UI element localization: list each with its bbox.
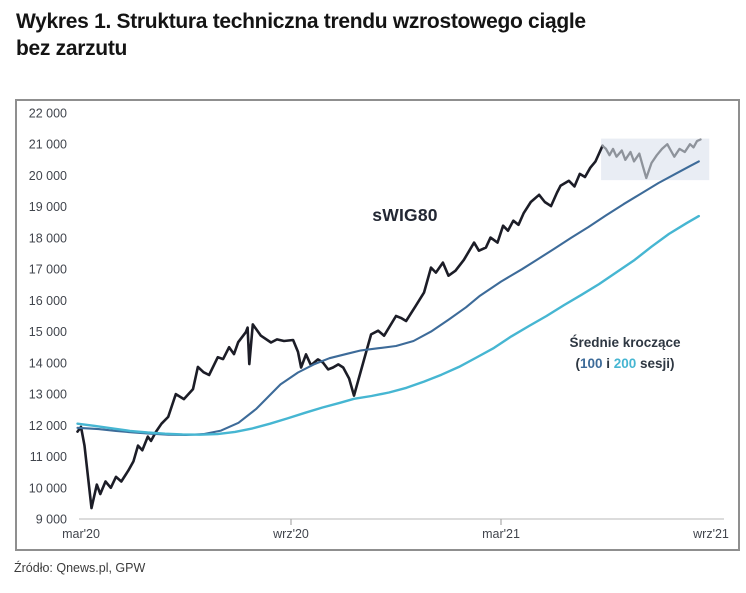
y-axis-label: 12 000 (29, 419, 67, 433)
legend-ma100-value: 100 (579, 355, 603, 371)
legend: Średnie kroczące (100 i 200 sesji) (529, 333, 721, 375)
MA-100-sesji-line (76, 160, 700, 437)
y-axis-label: 15 000 (29, 325, 67, 339)
chart-plot: mar'20 wrz'20 mar'21 wrz'21 22 000 21 000 20 0… (29, 107, 729, 542)
sWIG80-line (76, 144, 604, 510)
chart-title: Wykres 1. Struktura techniczna trendu wz… (16, 8, 738, 62)
y-axis-label: 22 000 (29, 107, 67, 121)
y-axis-label: 17 000 (29, 263, 67, 277)
y-axis-label: 19 000 (29, 200, 67, 214)
y-axis-label: 21 000 (29, 138, 67, 152)
legend-ma200-value: 200 (613, 355, 637, 371)
y-axis-label: 10 000 (29, 481, 67, 495)
chart-title-line1: Wykres 1. Struktura techniczna trendu wz… (16, 10, 586, 33)
y-axis-label: 20 000 (29, 169, 67, 183)
legend-close: sesji) (636, 355, 675, 371)
x-axis-label: wrz'20 (272, 527, 309, 541)
legend-title: Średnie kroczące (569, 335, 681, 350)
legend-mid: i (602, 355, 614, 371)
y-axis-label: 11 000 (30, 450, 67, 464)
x-axis-label: wrz'21 (692, 527, 729, 541)
chart-title-line2: bez zarzutu (16, 37, 128, 60)
sWIG80-recent-line (601, 138, 702, 180)
legend-open: ( (575, 355, 580, 371)
legend-detail: (100 i 200 sesji) (529, 354, 721, 375)
source-note: Źródło: Qnews.pl, GPW (14, 561, 146, 575)
series-label-swig80: sWIG80 (372, 205, 438, 225)
x-axis-label: mar'21 (482, 527, 520, 541)
chart-container: mar'20 wrz'20 mar'21 wrz'21 22 000 21 000 20 0… (15, 99, 740, 551)
y-axis-label: 16 000 (29, 294, 67, 308)
y-axis-label: 14 000 (29, 356, 67, 370)
y-axis-label: 13 000 (29, 388, 67, 402)
y-axis-label: 18 000 (29, 231, 67, 245)
MA-200-sesji-line (76, 214, 700, 436)
y-axis-label: 9 000 (36, 513, 67, 527)
x-axis-label: mar'20 (62, 527, 100, 541)
